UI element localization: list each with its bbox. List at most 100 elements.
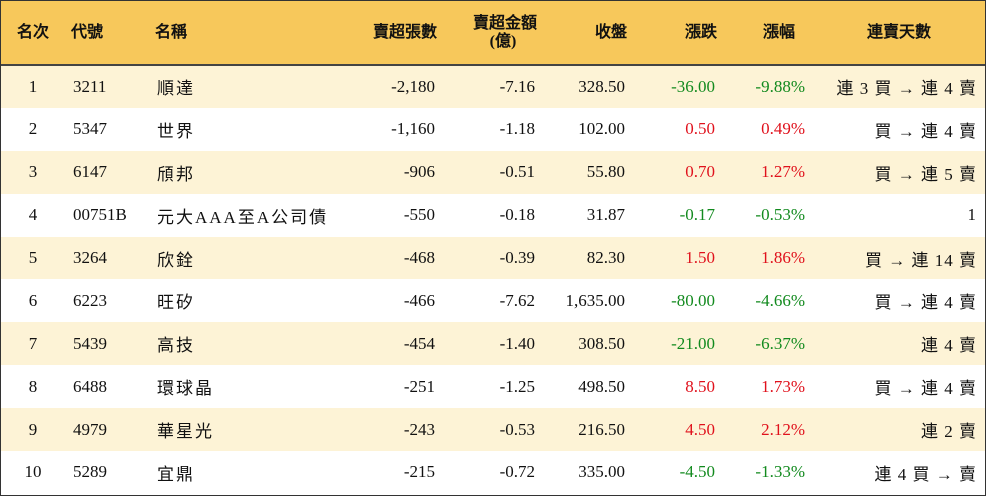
change-cell: -80.00 [671,290,715,310]
sell-streak-cell: 連 3 買 → 連 4 賣 [836,79,977,99]
stock-name-cell: 頎邦 [157,164,195,184]
net-sell-lots-cell: -906 [403,162,435,182]
col-header-code[interactable]: 代號 [65,1,149,66]
net-sell-amount-cell: -1.25 [499,376,535,396]
table-body: 1 3211 順達 -2,180 -7.16 328.50 -36.00 -9.88% 連 3 … [1,65,985,494]
stock-name-cell: 世界 [157,121,195,141]
rank-cell: 9 [28,419,38,439]
net-sell-lots-cell: -215 [403,462,435,482]
sell-streak-cell: 買 → 連 14 賣 [865,250,977,270]
stock-name-cell: 高技 [157,336,195,356]
net-sell-amount-cell: -0.51 [499,162,535,182]
sell-streak-cell: 買 → 連 4 賣 [874,293,977,313]
table-row[interactable]: 8 6488 環球晶 -251 -1.25 498.50 8.50 1.73% 買 → 連 4 … [1,365,985,409]
change-pct-cell: 1.27% [761,162,805,182]
change-pct-cell: 0.49% [761,119,805,139]
table-row[interactable]: 6 6223 旺矽 -466 -7.62 1,635.00 -80.00 -4.66% 買 → … [1,279,985,323]
col-header-change-pct[interactable]: 漲幅 [723,1,813,66]
net-sell-lots-cell: -1,160 [391,119,435,139]
net-sell-lots-cell: -251 [403,376,435,396]
net-sell-amount-cell: -7.62 [499,290,535,310]
net-sell-amount-cell: -0.39 [499,248,535,267]
net-sell-amount-cell: -1.18 [499,119,535,139]
close-price-cell: 216.50 [578,419,625,439]
close-price-cell: 1,635.00 [565,290,626,310]
net-sell-lots-cell: -2,180 [391,76,435,96]
stock-code-cell: 00751B [73,205,127,225]
close-price-cell: 308.50 [578,333,625,353]
close-price-cell: 55.80 [586,162,625,182]
net-sell-amount-cell: -0.72 [499,462,535,482]
rank-cell: 2 [28,119,38,139]
close-price-cell: 31.87 [586,205,625,225]
stock-code-cell: 6488 [73,376,107,396]
stock-code-cell: 3211 [73,76,107,96]
change-pct-cell: -6.37% [755,333,805,353]
col-header-net-sell-amount-line1: 賣超金額 [472,14,537,32]
sell-streak-cell: 買 → 連 5 賣 [874,164,977,184]
stock-code-cell: 6147 [73,162,107,182]
stock-name-cell: 環球晶 [157,379,214,399]
table-row[interactable]: 3 6147 頎邦 -906 -0.51 55.80 0.70 1.27% 買 → 連 5 賣 [1,150,985,194]
table-row[interactable]: 2 5347 世界 -1,160 -1.18 102.00 0.50 0.49% 買 → 連 4… [1,107,985,151]
col-header-net-sell-amount-line2: (億) [489,32,517,50]
col-header-net-sell-lots[interactable]: 賣超張數 [339,1,443,66]
change-pct-cell: 2.12% [761,419,805,439]
close-price-cell: 498.50 [578,376,625,396]
change-cell: -21.00 [671,333,715,353]
stock-code-cell: 4979 [73,419,107,439]
sell-streak-cell: 買 → 連 4 賣 [874,121,977,141]
header-row: 名次 代號 名稱 賣超張數 賣超金額 (億) 收盤 漲跌 漲幅 連賣天數 [1,1,985,66]
change-pct-cell: 1.86% [761,248,805,267]
rank-cell: 8 [28,376,38,396]
sell-streak-cell: 連 2 賣 [921,422,977,442]
change-cell: -36.00 [671,76,715,96]
stock-name-cell: 華星光 [157,422,214,442]
net-sell-amount-cell: -7.16 [499,76,535,96]
change-cell: -4.50 [679,462,715,482]
close-price-cell: 328.50 [578,76,625,96]
table-row[interactable]: 10 5289 宜鼎 -215 -0.72 335.00 -4.50 -1.33% 連 4 買 … [1,451,985,494]
rank-cell: 7 [28,333,38,353]
table-row[interactable]: 1 3211 順達 -2,180 -7.16 328.50 -36.00 -9.88% 連 3 … [1,65,985,108]
table-row[interactable]: 4 00751B 元大AAA至A公司債 -550 -0.18 31.87 -0.17 -0.5… [1,193,985,237]
close-price-cell: 102.00 [578,119,625,139]
stock-name-cell: 元大AAA至A公司債 [157,207,329,227]
col-header-change[interactable]: 漲跌 [633,1,723,66]
net-sell-amount-cell: -0.53 [499,419,535,439]
change-pct-cell: 1.73% [761,376,805,396]
col-header-streak[interactable]: 連賣天數 [813,1,985,66]
change-cell: 0.50 [685,119,715,139]
col-header-rank[interactable]: 名次 [1,1,65,66]
net-sell-lots-cell: -550 [403,205,435,225]
change-cell: 8.50 [685,376,715,396]
change-cell: -0.17 [679,205,715,225]
close-price-cell: 335.00 [578,462,625,482]
net-sell-lots-cell: -466 [403,290,435,310]
col-header-name[interactable]: 名稱 [149,1,339,66]
net-sell-amount-cell: -0.18 [499,205,535,225]
net-sell-lots-cell: -243 [403,419,435,439]
sell-streak-cell: 連 4 賣 [921,336,977,356]
table-row[interactable]: 5 3264 欣銓 -468 -0.39 82.30 1.50 1.86% 買 → 連 14 賣 [1,236,985,280]
sell-streak-cell: 連 4 買 → 賣 [874,464,977,484]
stock-name-cell: 旺矽 [157,293,195,313]
change-cell: 1.50 [685,248,715,267]
table-row[interactable]: 9 4979 華星光 -243 -0.53 216.50 4.50 2.12% 連 2 賣 [1,408,985,452]
col-header-close[interactable]: 收盤 [543,1,633,66]
change-pct-cell: -1.33% [755,462,805,482]
col-header-net-sell-amount[interactable]: 賣超金額 (億) [443,1,543,66]
table-row[interactable]: 7 5439 高技 -454 -1.40 308.50 -21.00 -6.37% 連 4 賣 [1,322,985,366]
stock-code-cell: 5347 [73,119,107,139]
change-pct-cell: -4.66% [755,290,805,310]
change-pct-cell: -0.53% [755,205,805,225]
sell-streak-cell: 1 [967,205,977,225]
rank-cell: 5 [28,248,38,267]
net-sell-lots-cell: -454 [403,333,435,353]
rank-cell: 10 [24,462,42,482]
rank-cell: 3 [28,162,38,182]
rank-cell: 1 [28,76,38,96]
stock-code-cell: 5439 [73,333,107,353]
